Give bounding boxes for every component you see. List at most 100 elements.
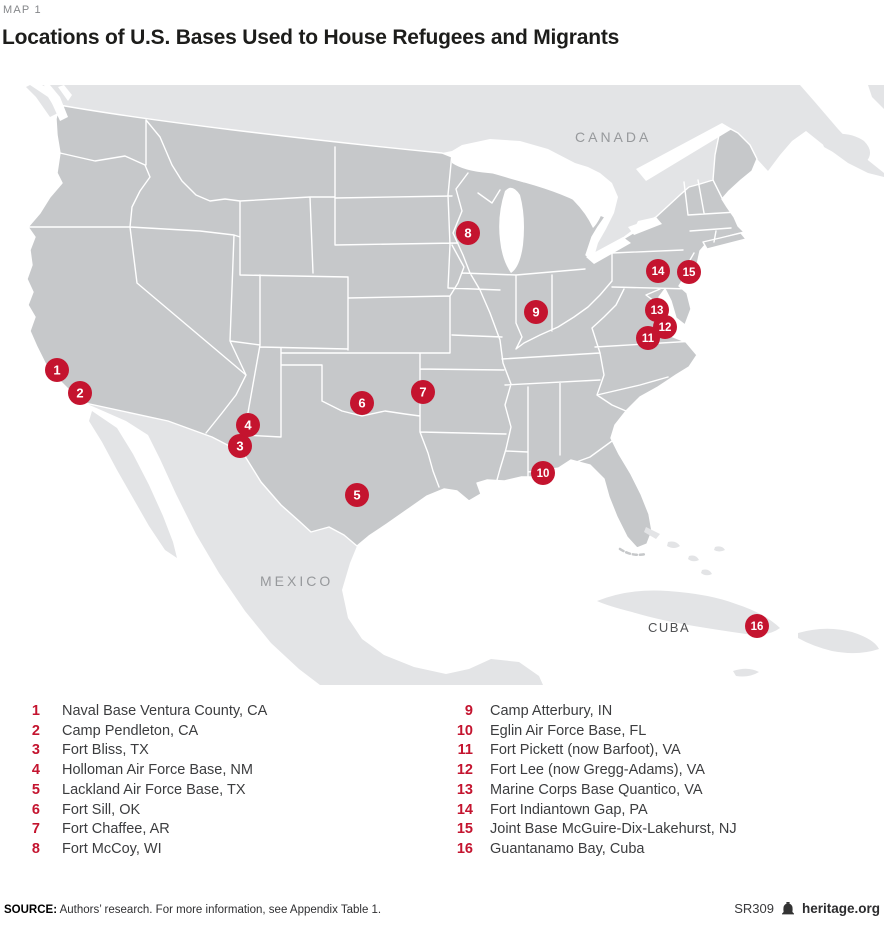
svg-text:4: 4 xyxy=(244,418,252,433)
legend-item-2: 2 Camp Pendleton, CA xyxy=(14,722,267,742)
legend-item-label: Holloman Air Force Base, NM xyxy=(62,762,253,779)
legend-item-label: Fort Bliss, TX xyxy=(62,742,149,759)
us-bases-map: CANADA MEXICO CUBA 1 2 3 4 5 6 7 8 9 10 11 12 13 14 15… xyxy=(0,85,884,685)
svg-text:16: 16 xyxy=(751,621,764,633)
svg-text:9: 9 xyxy=(532,305,539,320)
florida-keys xyxy=(618,547,648,557)
svg-text:11: 11 xyxy=(642,333,655,345)
heritage-site-label: heritage.org xyxy=(801,901,880,916)
legend-item-label: Camp Pendleton, CA xyxy=(62,722,199,739)
svg-text:10: 10 xyxy=(537,468,550,480)
st-lawrence-river xyxy=(636,123,732,181)
legend-item-number: 6 xyxy=(31,801,40,818)
legend-item-3: 3 Fort Bliss, TX xyxy=(14,741,267,761)
svg-text:15: 15 xyxy=(683,267,696,279)
canada-label: CANADA xyxy=(575,129,651,145)
map-marker-16: 16 xyxy=(745,614,769,638)
map-marker-3: 3 xyxy=(228,434,252,458)
liberty-bell-icon xyxy=(781,902,794,915)
map-marker-11: 11 xyxy=(636,326,660,350)
svg-text:14: 14 xyxy=(652,266,665,278)
legend-item-label: Fort Pickett (now Barfoot), VA xyxy=(490,742,681,759)
caribbean-islands xyxy=(597,527,879,677)
map-marker-2: 2 xyxy=(68,381,92,405)
brand-block: SR309 heritage.org xyxy=(734,901,880,916)
legend-item-5: 5 Lackland Air Force Base, TX xyxy=(14,781,267,801)
maritime-islands xyxy=(692,85,884,162)
legend-item-9: 9 Camp Atterbury, IN xyxy=(448,702,737,722)
legend-item-label: Fort Sill, OK xyxy=(62,801,141,818)
legend-item-number: 1 xyxy=(31,703,40,719)
legend-item-15: 15 Joint Base McGuire-Dix-Lakehurst, NJ xyxy=(448,820,737,840)
source-note: SOURCE: Authors’ research. For more info… xyxy=(4,904,381,916)
legend-item-number: 2 xyxy=(31,722,40,739)
legend-item-label: Marine Corps Base Quantico, VA xyxy=(490,781,703,798)
legend-item-label: Guantanamo Bay, Cuba xyxy=(490,840,645,857)
vancouver-island xyxy=(26,85,58,117)
source-label: SOURCE: xyxy=(4,904,58,916)
svg-text:7: 7 xyxy=(419,385,426,400)
legend-item-number: 16 xyxy=(456,840,473,857)
puget-sound xyxy=(44,85,72,121)
map-marker-7: 7 xyxy=(411,380,435,404)
legend-column-right: 9 Camp Atterbury, IN 10 Eglin Air Force Bas… xyxy=(448,702,737,860)
canada-landmass xyxy=(42,85,884,257)
legend-item-label: Lackland Air Force Base, TX xyxy=(62,781,246,798)
legend-item-label: Fort Indiantown Gap, PA xyxy=(490,801,648,818)
svg-text:3: 3 xyxy=(236,439,243,454)
svg-text:2: 2 xyxy=(76,386,83,401)
source-text: Authors’ research. For more information,… xyxy=(57,904,382,916)
footer: SOURCE: Authors’ research. For more info… xyxy=(0,901,884,923)
legend-item-label: Fort Lee (now Gregg-Adams), VA xyxy=(490,762,705,779)
map-marker-8: 8 xyxy=(456,221,480,245)
legend-item-number: 10 xyxy=(456,722,473,739)
legend-item-label: Joint Base McGuire-Dix-Lakehurst, NJ xyxy=(490,821,737,838)
great-lakes xyxy=(452,142,662,273)
legend-item-10: 10 Eglin Air Force Base, FL xyxy=(448,722,737,742)
svg-text:8: 8 xyxy=(464,226,471,241)
mexico-landmass xyxy=(85,403,543,685)
legend-item-number: 3 xyxy=(31,742,40,759)
legend-item-label: Fort Chaffee, AR xyxy=(62,821,170,838)
cuba-label: CUBA xyxy=(648,620,690,635)
legend-item-1: 1 Naval Base Ventura County, CA xyxy=(14,702,267,722)
legend-item-16: 16 Guantanamo Bay, Cuba xyxy=(448,840,737,860)
legend-item-11: 11 Fort Pickett (now Barfoot), VA xyxy=(448,741,737,761)
legend-item-label: Fort McCoy, WI xyxy=(62,840,162,857)
page-title: Locations of U.S. Bases Used to House Re… xyxy=(2,26,620,49)
svg-text:1: 1 xyxy=(53,363,60,378)
map-marker-6: 6 xyxy=(350,391,374,415)
map-marker-4: 4 xyxy=(236,413,260,437)
legend-item-number: 8 xyxy=(31,840,40,857)
map-marker-13: 13 xyxy=(645,298,669,322)
legend-item-13: 13 Marine Corps Base Quantico, VA xyxy=(448,781,737,801)
svg-text:6: 6 xyxy=(358,396,365,411)
svg-text:12: 12 xyxy=(659,322,672,334)
long-island xyxy=(702,232,747,250)
legend-item-number: 14 xyxy=(456,801,473,818)
legend-item-number: 11 xyxy=(457,742,473,759)
legend-item-12: 12 Fort Lee (now Gregg-Adams), VA xyxy=(448,761,737,781)
legend-item-8: 8 Fort McCoy, WI xyxy=(14,840,267,860)
report-id: SR309 xyxy=(734,901,774,916)
svg-text:5: 5 xyxy=(353,488,360,503)
legend-item-number: 5 xyxy=(31,781,40,798)
svg-text:13: 13 xyxy=(651,305,664,317)
legend-column-left: 1 Naval Base Ventura County, CA 2 Camp Pend… xyxy=(14,702,267,860)
legend-item-14: 14 Fort Indiantown Gap, PA xyxy=(448,801,737,821)
legend-item-number: 15 xyxy=(456,821,473,838)
mexico-label: MEXICO xyxy=(260,573,333,589)
legend-item-number: 4 xyxy=(31,762,40,779)
baja-peninsula xyxy=(89,411,177,558)
map-marker-10: 10 xyxy=(531,461,555,485)
map-kicker: MAP 1 xyxy=(3,4,42,16)
legend-item-number: 7 xyxy=(31,821,40,838)
map-marker-9: 9 xyxy=(524,300,548,324)
map-marker-5: 5 xyxy=(345,483,369,507)
legend-item-label: Naval Base Ventura County, CA xyxy=(62,703,268,719)
legend-item-label: Camp Atterbury, IN xyxy=(490,703,613,719)
legend-item-number: 9 xyxy=(464,703,473,719)
legend-item-6: 6 Fort Sill, OK xyxy=(14,801,267,821)
